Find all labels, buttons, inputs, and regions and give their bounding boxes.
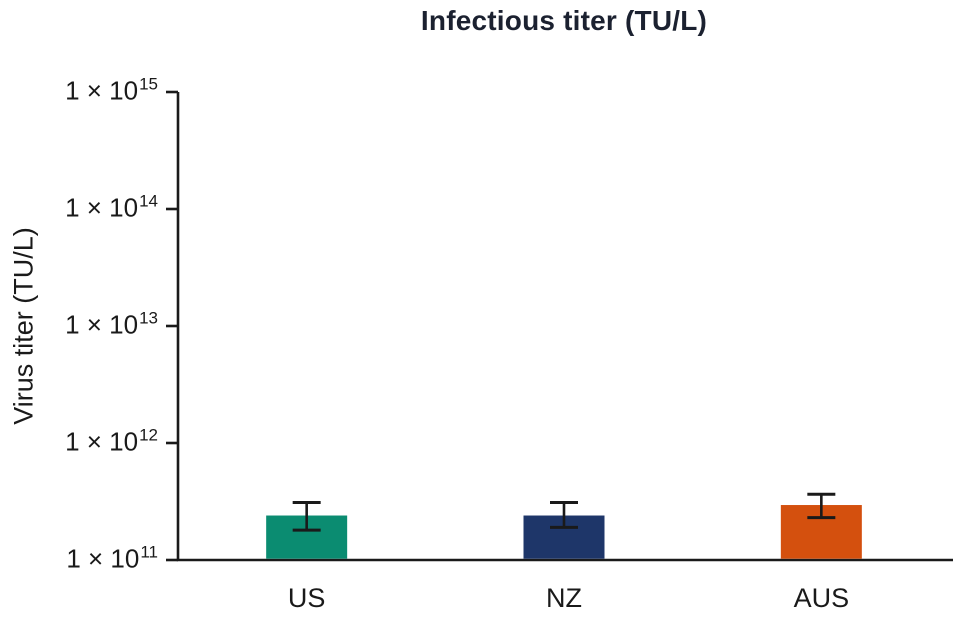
y-tick-label-exponent: 12 [139,425,158,445]
x-category-label-nz: NZ [546,583,582,613]
x-category-label-us: US [287,583,326,613]
y-tick-label-exponent: 14 [139,191,158,211]
y-tick-label-exponent: 15 [139,74,158,94]
y-tick-label-base: 1 × 10 [65,426,139,457]
x-category-label-aus: AUS [793,583,850,613]
y-tick-label-exponent: 11 [140,542,158,562]
y-tick-label-base: 1 × 10 [65,192,139,223]
y-tick-label-base: 1 × 10 [65,309,139,340]
y-tick-label: 1 × 1014 [0,191,158,223]
y-tick-label-base: 1 × 10 [66,543,140,574]
y-tick-label: 1 × 1011 [0,542,158,574]
y-tick-label-base: 1 × 10 [65,75,139,106]
y-tick-label: 1 × 1013 [0,308,158,340]
y-tick-label-exponent: 13 [139,308,158,328]
chart-title: Infectious titer (TU/L) [420,5,708,36]
y-tick-label: 1 × 1015 [0,74,158,106]
y-tick-label: 1 × 1012 [0,425,158,457]
